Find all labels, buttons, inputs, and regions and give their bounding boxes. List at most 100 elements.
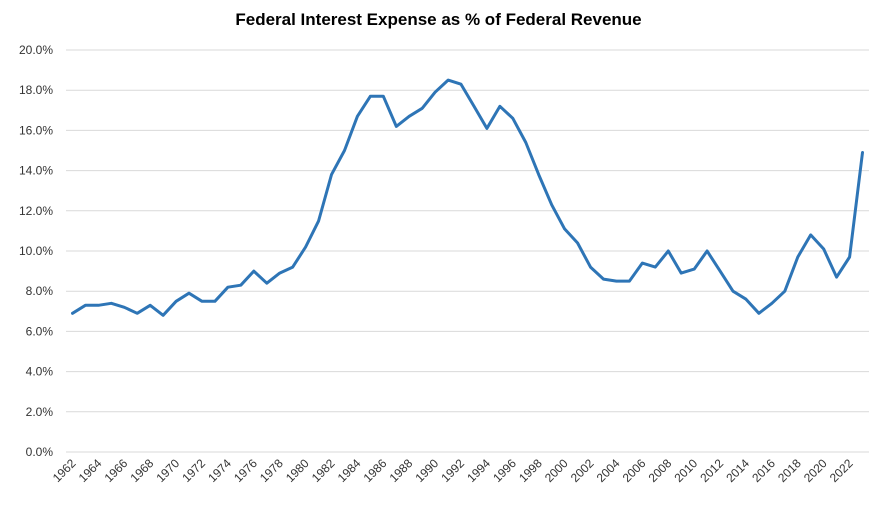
data-point xyxy=(330,173,333,176)
x-tick-label: 2012 xyxy=(697,456,726,485)
data-point xyxy=(382,95,385,98)
y-tick-label: 16.0% xyxy=(19,123,53,137)
data-point xyxy=(123,306,126,309)
x-tick-label: 2006 xyxy=(620,456,649,485)
data-point xyxy=(524,141,527,144)
y-tick-label: 18.0% xyxy=(19,83,53,97)
x-tick-label: 1982 xyxy=(309,456,338,485)
data-point xyxy=(667,249,670,253)
series-line xyxy=(71,78,864,317)
x-tick-label: 1984 xyxy=(335,456,364,485)
y-tick-label: 4.0% xyxy=(26,365,54,379)
x-tick-label: 2020 xyxy=(801,456,830,485)
x-tick-label: 1964 xyxy=(76,456,105,485)
data-point xyxy=(680,271,683,275)
data-point xyxy=(796,255,799,259)
x-tick-label: 2008 xyxy=(646,456,675,485)
x-tick-label: 1970 xyxy=(153,456,182,485)
data-point xyxy=(615,279,618,283)
data-point xyxy=(265,281,268,285)
data-point xyxy=(602,277,605,281)
data-point xyxy=(446,78,450,82)
data-point xyxy=(783,290,787,293)
data-point xyxy=(200,300,204,303)
data-point xyxy=(110,302,113,305)
data-point xyxy=(213,300,217,303)
data-point xyxy=(705,249,709,253)
data-point xyxy=(97,304,100,307)
data-point xyxy=(589,265,592,269)
x-tick-label: 1992 xyxy=(438,456,467,485)
data-point xyxy=(563,227,566,231)
x-tick-label: 1990 xyxy=(412,456,441,485)
data-point xyxy=(291,265,294,269)
data-point xyxy=(654,265,657,269)
data-point xyxy=(485,127,489,130)
data-point xyxy=(174,300,178,303)
gridlines xyxy=(66,49,869,453)
data-point xyxy=(848,255,851,259)
data-point xyxy=(356,115,359,118)
data-point xyxy=(71,312,74,315)
x-tick-label: 2000 xyxy=(542,456,571,485)
data-point xyxy=(161,314,165,317)
data-point xyxy=(278,271,281,275)
x-tick-label: 1976 xyxy=(231,456,260,485)
x-tick-label: 1988 xyxy=(387,456,416,485)
data-point xyxy=(395,125,398,128)
data-point xyxy=(770,302,774,305)
y-tick-label: 10.0% xyxy=(19,244,53,258)
data-point xyxy=(252,269,255,273)
data-point xyxy=(343,149,346,152)
x-axis-ticks: 1962196419661968197019721974197619781980… xyxy=(50,456,856,485)
y-tick-label: 14.0% xyxy=(19,164,53,178)
x-tick-label: 2004 xyxy=(594,456,623,485)
y-tick-label: 20.0% xyxy=(19,43,53,57)
data-point xyxy=(84,304,87,307)
data-point xyxy=(304,245,307,249)
data-point xyxy=(718,269,722,273)
data-point xyxy=(550,203,553,206)
data-point xyxy=(861,151,864,154)
y-tick-label: 0.0% xyxy=(26,445,54,459)
x-tick-label: 2018 xyxy=(775,456,804,485)
data-point xyxy=(576,241,579,245)
data-point xyxy=(822,247,825,251)
y-tick-label: 6.0% xyxy=(26,324,54,338)
data-point xyxy=(757,312,761,315)
data-point xyxy=(731,290,735,293)
y-tick-label: 12.0% xyxy=(19,204,53,218)
x-tick-label: 1986 xyxy=(361,456,390,485)
x-tick-label: 2002 xyxy=(568,456,597,485)
x-tick-label: 1968 xyxy=(128,456,157,485)
data-point xyxy=(187,292,191,295)
x-tick-label: 1998 xyxy=(516,456,545,485)
data-point xyxy=(511,117,515,120)
data-point xyxy=(809,233,812,237)
x-tick-label: 2016 xyxy=(749,456,778,485)
data-point xyxy=(148,304,152,307)
data-point xyxy=(498,105,502,108)
data-point xyxy=(537,173,540,176)
x-tick-label: 1972 xyxy=(179,456,208,485)
x-tick-label: 1994 xyxy=(464,456,493,485)
data-point xyxy=(408,115,411,118)
data-point xyxy=(628,279,631,283)
x-tick-label: 1974 xyxy=(205,456,234,485)
series-layer xyxy=(71,78,864,317)
x-tick-label: 2014 xyxy=(723,456,752,485)
x-tick-label: 2022 xyxy=(827,456,856,485)
data-point xyxy=(472,105,476,108)
data-point xyxy=(420,107,424,110)
data-point xyxy=(239,283,243,287)
data-point xyxy=(317,219,320,223)
x-tick-label: 1966 xyxy=(102,456,131,485)
data-point xyxy=(226,285,230,289)
data-point xyxy=(136,312,139,315)
x-tick-label: 1996 xyxy=(490,456,519,485)
y-tick-label: 8.0% xyxy=(26,284,54,298)
x-tick-label: 2010 xyxy=(671,456,700,485)
y-tick-label: 2.0% xyxy=(26,405,54,419)
data-point xyxy=(641,261,644,265)
